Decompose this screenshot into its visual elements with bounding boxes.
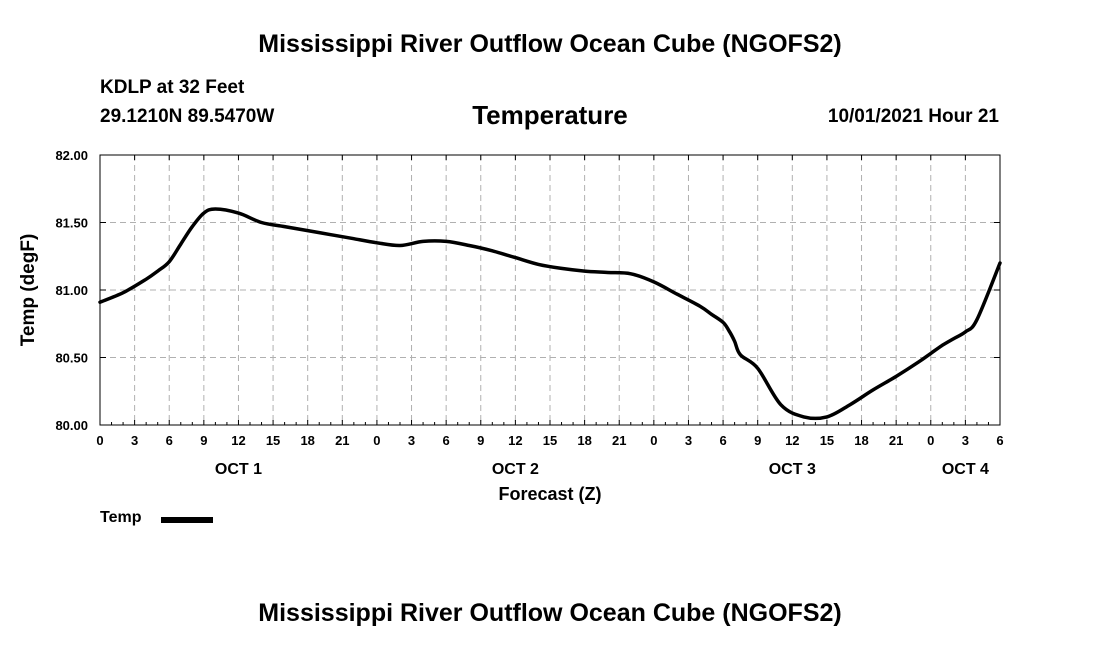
series-layer xyxy=(98,207,1002,421)
y-tick-label: 80.00 xyxy=(55,418,88,433)
footer-title: Mississippi River Outflow Ocean Cube (NG… xyxy=(258,599,842,627)
x-tick-label: 0 xyxy=(96,433,103,448)
y-axis-title: Temp (degF) xyxy=(18,234,39,347)
y-tick-label: 81.50 xyxy=(55,216,88,231)
x-tick-label: 3 xyxy=(685,433,692,448)
x-tick-label: 12 xyxy=(231,433,245,448)
chart-title: Temperature xyxy=(472,100,628,130)
x-date-label: OCT 1 xyxy=(215,461,262,478)
x-tick-label: 9 xyxy=(200,433,207,448)
x-tick-label: 18 xyxy=(854,433,868,448)
y-tick-label: 82.00 xyxy=(55,148,88,163)
x-tick-label: 15 xyxy=(266,433,280,448)
x-tick-label: 0 xyxy=(650,433,657,448)
x-tick-label: 0 xyxy=(927,433,934,448)
station-label: KDLP at 32 Feet xyxy=(100,77,245,98)
axis-labels: 0 3 6 9 12 15 18 21 0 3 6 9 12 15 18 21 0 3 6 9 12 15 18 21 0 3 6 8… xyxy=(18,148,1004,504)
legend-swatch xyxy=(161,517,213,523)
x-tick-label: 21 xyxy=(612,433,626,448)
series-line-temp xyxy=(98,207,1002,421)
x-tick-label: 21 xyxy=(889,433,903,448)
x-tick-label: 18 xyxy=(300,433,314,448)
x-tick-label: 3 xyxy=(131,433,138,448)
x-tick-label: 18 xyxy=(577,433,591,448)
page-title: Mississippi River Outflow Ocean Cube (NG… xyxy=(258,30,842,58)
x-tick-label: 6 xyxy=(996,433,1003,448)
x-tick-label: 15 xyxy=(820,433,834,448)
x-tick-label: 0 xyxy=(373,433,380,448)
x-tick-label: 21 xyxy=(335,433,349,448)
x-axis-title: Forecast (Z) xyxy=(498,484,601,504)
y-tick-label: 81.00 xyxy=(55,283,88,298)
x-tick-label: 6 xyxy=(443,433,450,448)
legend-label: Temp xyxy=(100,509,142,526)
x-date-label: OCT 4 xyxy=(942,461,989,478)
x-date-label: OCT 3 xyxy=(769,461,816,478)
x-tick-label: 12 xyxy=(785,433,799,448)
x-tick-label: 12 xyxy=(508,433,522,448)
x-tick-label: 6 xyxy=(719,433,726,448)
grid-lines xyxy=(100,155,1000,425)
x-date-label: OCT 2 xyxy=(492,461,539,478)
x-tick-label: 3 xyxy=(962,433,969,448)
x-tick-label: 3 xyxy=(408,433,415,448)
plot-frame xyxy=(99,154,1001,426)
x-tick-label: 6 xyxy=(166,433,173,448)
y-tick-label: 80.50 xyxy=(55,351,88,366)
datetime-label: 10/01/2021 Hour 21 xyxy=(827,106,999,127)
x-tick-label: 9 xyxy=(754,433,761,448)
coordinates-label: 29.1210N 89.5470W xyxy=(100,106,275,127)
x-tick-label: 15 xyxy=(543,433,557,448)
x-tick-label: 9 xyxy=(477,433,484,448)
